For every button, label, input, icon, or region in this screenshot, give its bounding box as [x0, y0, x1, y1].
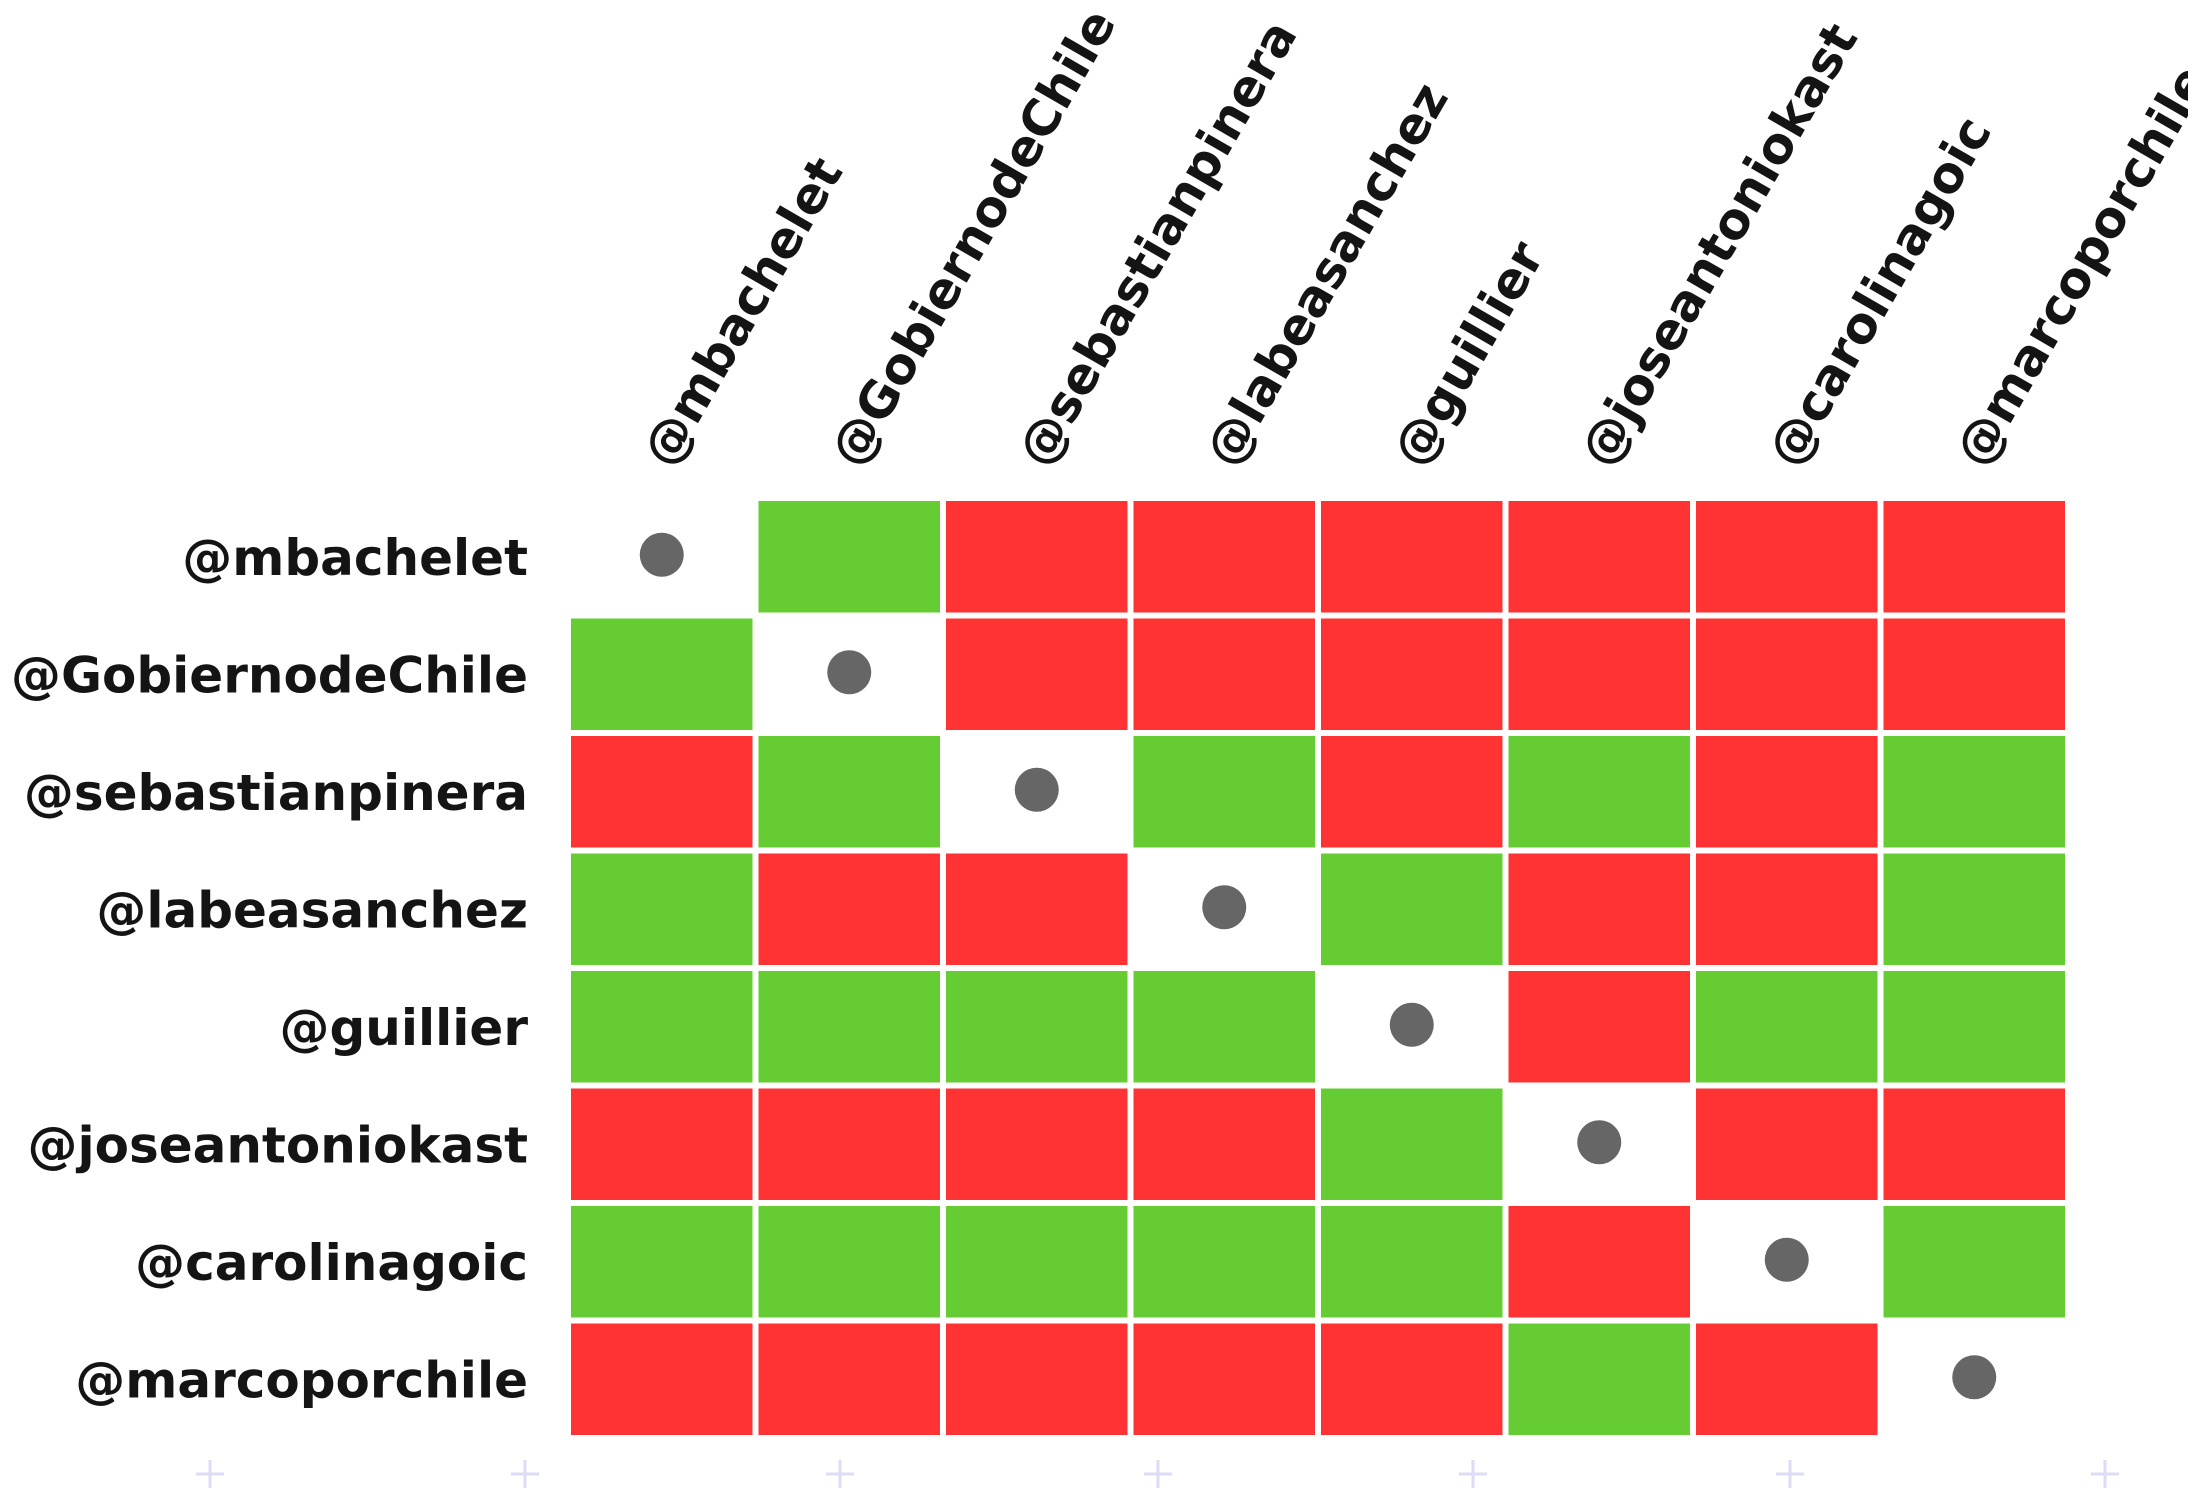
heatmap-cell-red [1321, 618, 1503, 730]
heatmap-cell-red [946, 501, 1128, 613]
heatmap-cell-green [1696, 971, 1878, 1083]
heatmap-cell-green [571, 618, 753, 730]
heatmap-cell-red [571, 1088, 753, 1200]
heatmap-cell-green [1321, 853, 1503, 965]
heatmap-cell-green [571, 853, 753, 965]
row-label: @mbachelet [182, 529, 528, 587]
heatmap-cell-red [1696, 853, 1878, 965]
heatmap-cell-green [1883, 736, 2065, 848]
diagonal-marker [1577, 1120, 1622, 1165]
heatmap-cell-green [758, 971, 940, 1083]
diagonal-marker [639, 532, 684, 577]
diagonal-marker [1764, 1237, 1809, 1282]
column-label: @mbachelet [631, 148, 854, 476]
column-label: @guillier [1381, 231, 1556, 476]
diagonal-marker [1952, 1355, 1997, 1400]
diagonal-marker [1202, 885, 1247, 930]
heatmap-cell-red [1508, 1206, 1690, 1318]
plus-icon [196, 1460, 224, 1488]
heatmap-cell-green [1883, 971, 2065, 1083]
heatmap-cell-red [1321, 1323, 1503, 1435]
heatmap-cell-red [1133, 1323, 1315, 1435]
heatmap-cell-red [1508, 501, 1690, 613]
heatmap-cell-red [1883, 1088, 2065, 1200]
heatmap-cell-red [1883, 618, 2065, 730]
plus-icon [1459, 1460, 1487, 1488]
heatmap-cell-green [571, 971, 753, 1083]
heatmap-cell-red [946, 1323, 1128, 1435]
plus-icon [2091, 1460, 2119, 1488]
heatmap-cell-green [1883, 1206, 2065, 1318]
heatmap-cell-red [1133, 501, 1315, 613]
heatmap-cell-red [758, 1088, 940, 1200]
row-label: @labeasanchez [96, 881, 528, 939]
diagonal-marker [1014, 767, 1059, 812]
heatmap-cell-red [1696, 1323, 1878, 1435]
diagonal-marker [1389, 1002, 1434, 1047]
bottom-plus-markers [196, 1460, 2119, 1488]
heatmap-cell-green [1133, 1206, 1315, 1318]
heatmap-cell-red [1883, 501, 2065, 613]
heatmap-cell-red [946, 1088, 1128, 1200]
heatmap-cell-red [1508, 853, 1690, 965]
row-label: @guillier [279, 999, 528, 1057]
heatmap-cell-green [1321, 1206, 1503, 1318]
heatmap-cell-red [1321, 501, 1503, 613]
heatmap-cell-red [758, 1323, 940, 1435]
column-label: @marcoporchile [1944, 55, 2188, 476]
heatmap-cell-red [1133, 1088, 1315, 1200]
row-label: @joseantoniokast [28, 1116, 529, 1174]
heatmap-cell-red [571, 1323, 753, 1435]
heatmap-cell-green [571, 1206, 753, 1318]
heatmap-cell-red [1321, 736, 1503, 848]
row-label: @GobiernodeChile [11, 646, 528, 704]
heatmap-cell-green [758, 501, 940, 613]
heatmap-cell-red [1508, 618, 1690, 730]
row-label: @carolinagoic [135, 1234, 528, 1292]
heatmap-cell-green [946, 1206, 1128, 1318]
heatmap-cell-red [1696, 618, 1878, 730]
heatmap-cell-green [1133, 971, 1315, 1083]
heatmap-cell-green [1321, 1088, 1503, 1200]
heatmap-cell-red [758, 853, 940, 965]
row-label: @marcoporchile [75, 1351, 528, 1409]
heatmap-cell-red [1696, 501, 1878, 613]
heatmap-cell-red [946, 853, 1128, 965]
heatmap-cells [571, 501, 2065, 1435]
heatmap-cell-green [946, 971, 1128, 1083]
heatmap-cell-green [1133, 736, 1315, 848]
heatmap-cell-red [1696, 1088, 1878, 1200]
row-labels: @mbachelet @GobiernodeChile @sebastianpine… [11, 529, 528, 1410]
heatmap-cell-green [758, 736, 940, 848]
heatmap-cell-red [571, 736, 753, 848]
plus-icon [511, 1460, 539, 1488]
heatmap-cell-red [1133, 618, 1315, 730]
heatmap-cell-green [1508, 736, 1690, 848]
heatmap-cell-green [758, 1206, 940, 1318]
heatmap-cell-red [1508, 971, 1690, 1083]
plus-icon [1144, 1460, 1172, 1488]
heatmap-cell-green [1508, 1323, 1690, 1435]
diagonal-marker [827, 650, 872, 695]
heatmap-cell-green [1883, 853, 2065, 965]
heatmap-cell-red [1696, 736, 1878, 848]
plus-icon [1776, 1460, 1804, 1488]
heatmap-cell-red [946, 618, 1128, 730]
column-labels: @mbachelet@GobiernodeChile@sebastianpine… [631, 0, 2188, 476]
row-label: @sebastianpinera [24, 764, 528, 822]
plus-icon [826, 1460, 854, 1488]
